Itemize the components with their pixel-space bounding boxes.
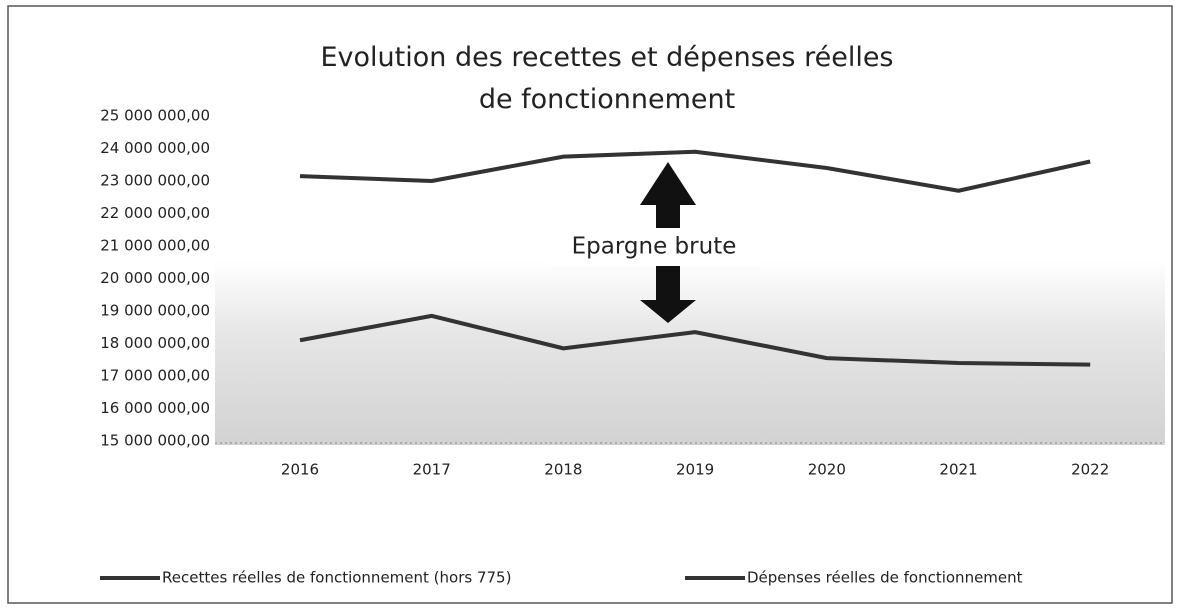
annotation: Epargne brute bbox=[572, 234, 737, 260]
y-tick-label: 19 000 000,00 bbox=[100, 302, 210, 320]
legend-label: Dépenses réelles de fonctionnement bbox=[747, 569, 1023, 587]
y-tick-label: 20 000 000,00 bbox=[100, 269, 210, 287]
x-tick-label: 2022 bbox=[1071, 461, 1109, 479]
background-shade bbox=[215, 260, 1165, 445]
x-tick-label: 2019 bbox=[676, 461, 714, 479]
chart-title: Evolution des recettes et dépenses réell… bbox=[320, 42, 893, 115]
series-line bbox=[299, 149, 1091, 193]
y-tick-label: 15 000 000,00 bbox=[100, 432, 210, 450]
legend-label: Recettes réelles de fonctionnement (hors… bbox=[162, 569, 511, 587]
y-tick-label: 22 000 000,00 bbox=[100, 204, 210, 222]
y-tick-label: 25 000 000,00 bbox=[100, 107, 210, 125]
x-tick-label: 2020 bbox=[808, 461, 846, 479]
annotation-bg bbox=[548, 228, 760, 266]
y-tick-label: 17 000 000,00 bbox=[100, 367, 210, 385]
x-tick-label: 2021 bbox=[939, 461, 977, 479]
x-tick-label: 2017 bbox=[413, 461, 451, 479]
y-tick-label: 16 000 000,00 bbox=[100, 399, 210, 417]
series-line bbox=[299, 313, 1091, 367]
y-tick-label: 23 000 000,00 bbox=[100, 172, 210, 190]
y-tick-label: 18 000 000,00 bbox=[100, 334, 210, 352]
y-tick-label: 21 000 000,00 bbox=[100, 237, 210, 255]
y-tick-label: 24 000 000,00 bbox=[100, 139, 210, 157]
x-tick-label: 2016 bbox=[281, 461, 319, 479]
x-tick-label: 2018 bbox=[544, 461, 582, 479]
